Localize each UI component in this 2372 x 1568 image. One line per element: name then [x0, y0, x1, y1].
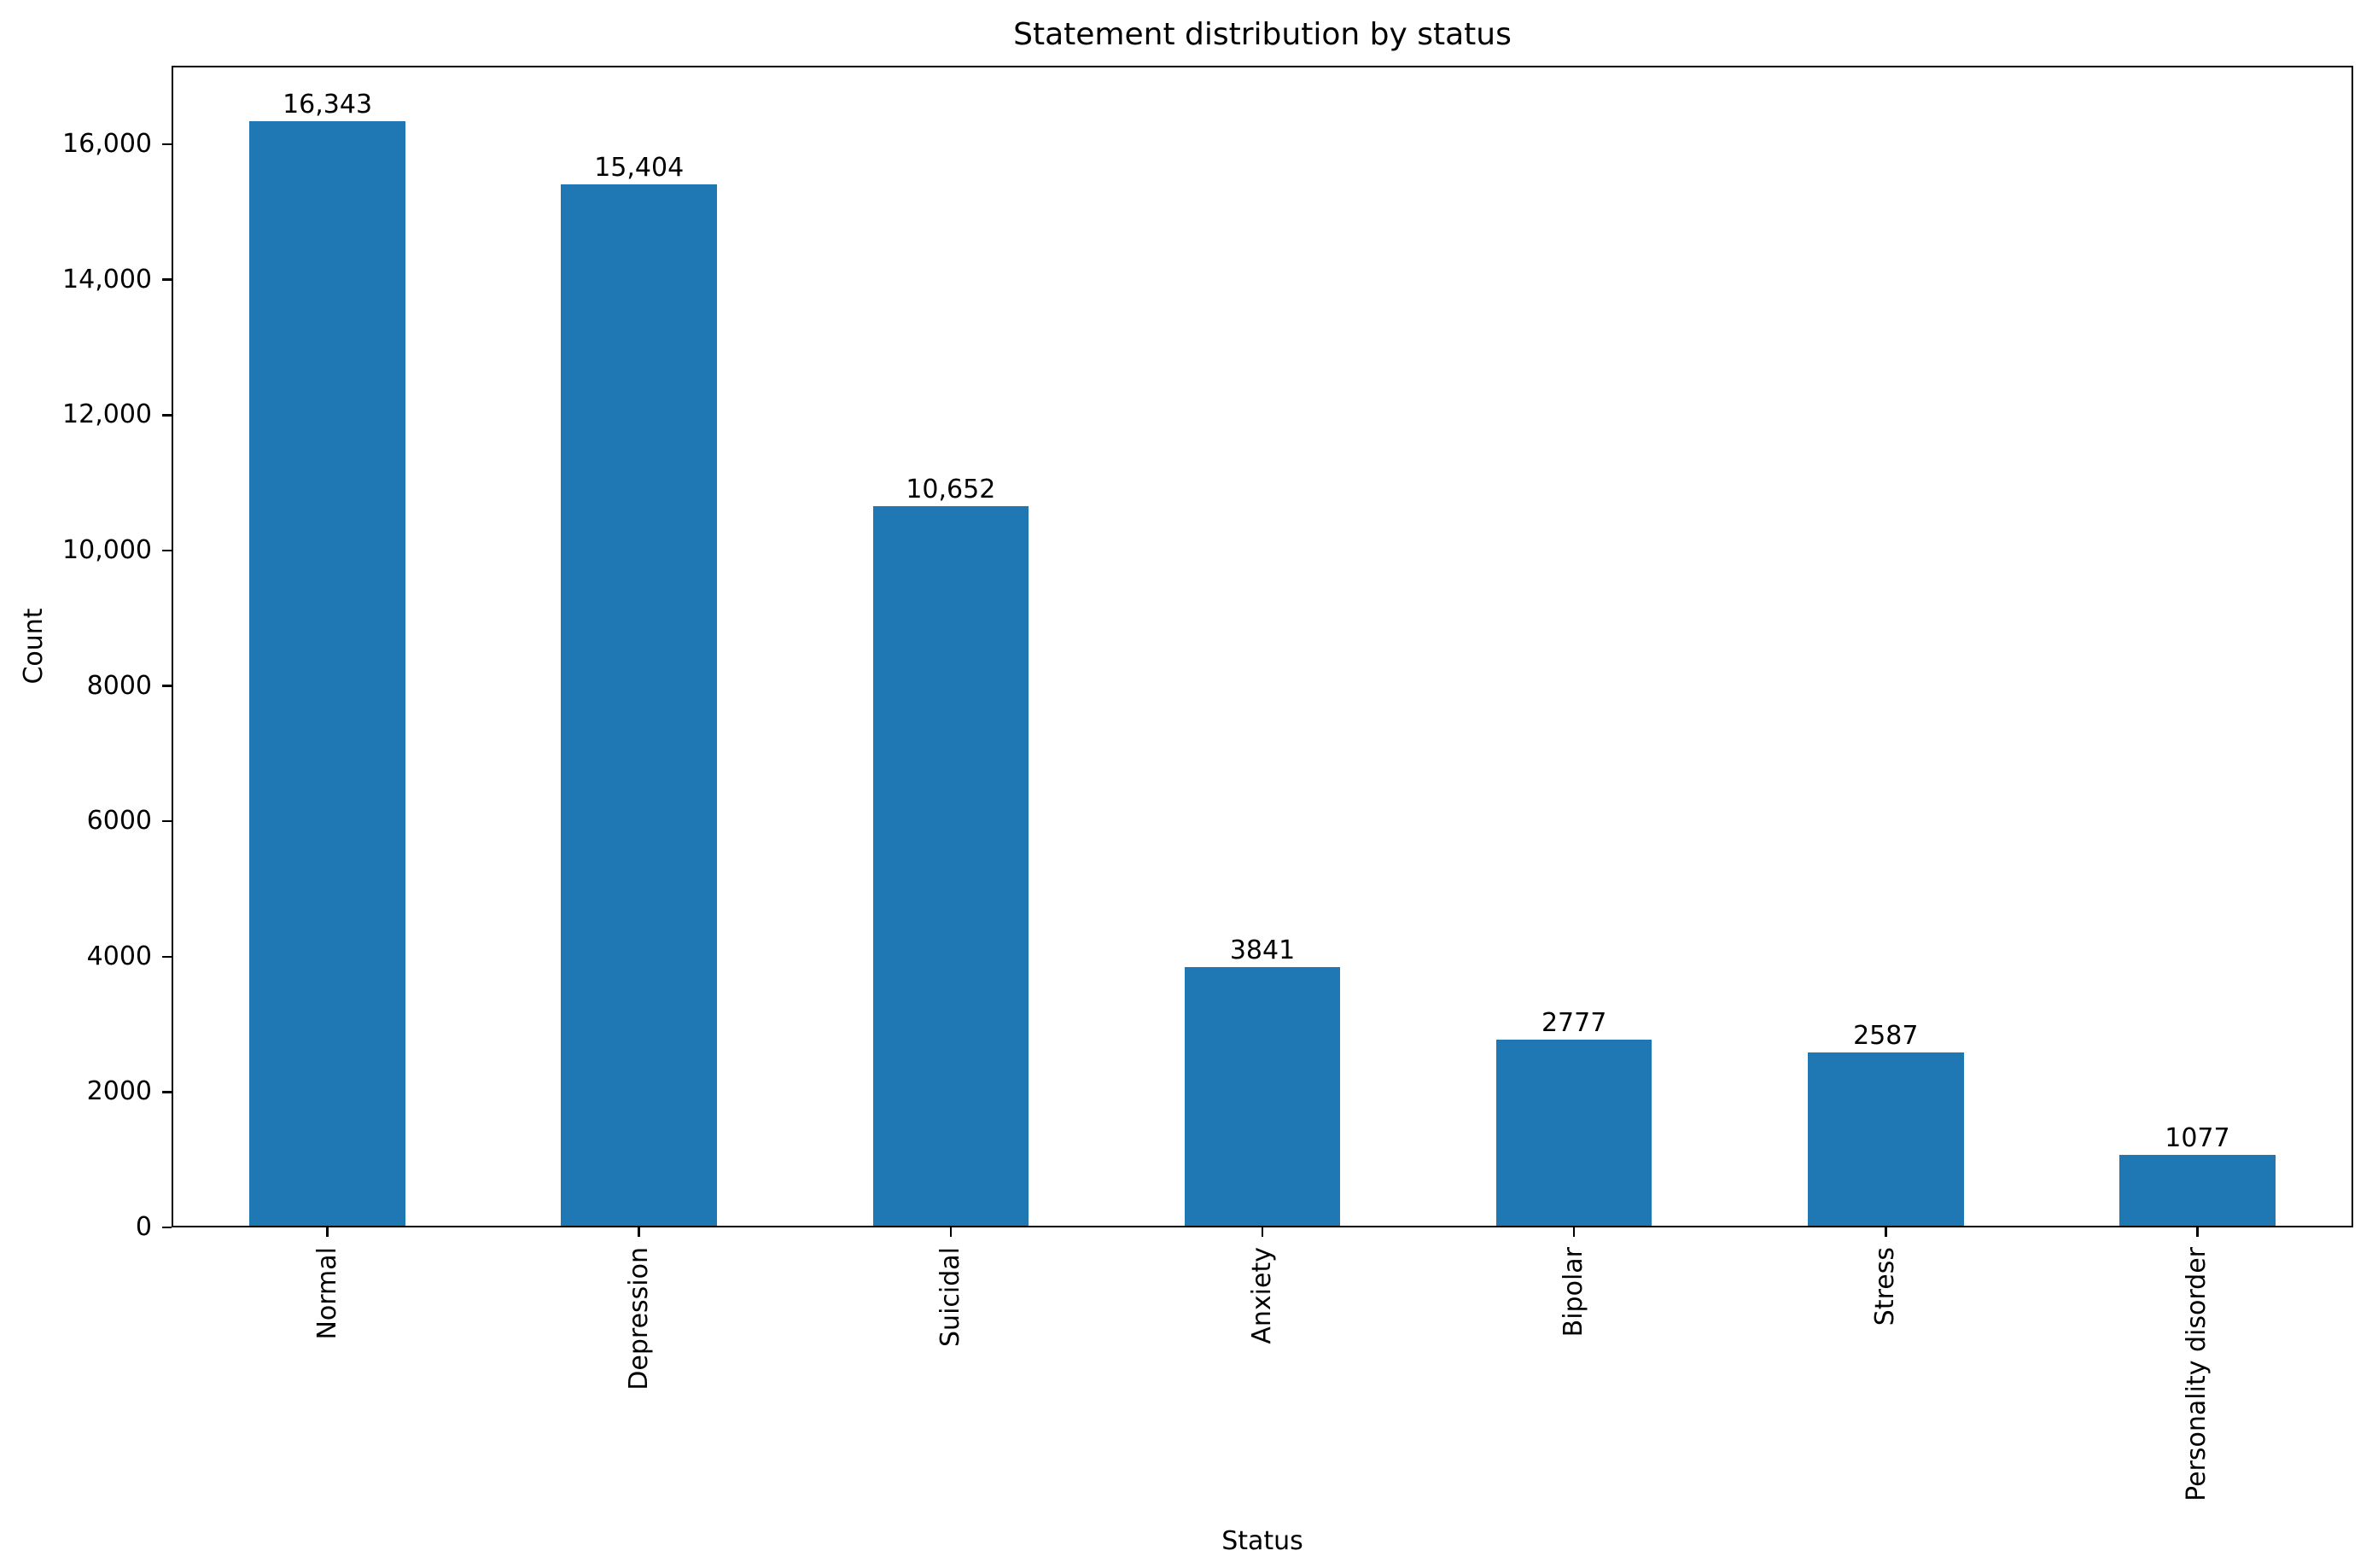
bar	[1184, 967, 1341, 1227]
bar-value-label: 15,404	[594, 153, 685, 184]
x-tick-label: Anxiety	[1247, 1247, 1277, 1344]
y-tick-label: 16,000	[62, 129, 152, 159]
bar	[1495, 1039, 1652, 1227]
chart-title: Statement distribution by status	[1013, 17, 1512, 52]
x-tick-label: Personality disorder	[2182, 1247, 2212, 1501]
y-tick-mark	[162, 143, 172, 146]
y-axis-label: Count	[19, 608, 49, 685]
bar	[1808, 1052, 1964, 1227]
x-tick-mark	[638, 1227, 640, 1237]
x-tick-mark	[2196, 1227, 2199, 1237]
y-tick-label: 0	[135, 1212, 152, 1242]
bar	[2119, 1154, 2276, 1227]
x-tick-label: Bipolar	[1559, 1247, 1589, 1338]
y-tick-mark	[162, 278, 172, 281]
bar-value-label: 2587	[1853, 1020, 1919, 1051]
y-tick-label: 8000	[86, 670, 152, 701]
bar	[561, 184, 717, 1227]
x-axis-label: Status	[1221, 1526, 1303, 1556]
bar-value-label: 1077	[2165, 1122, 2230, 1153]
y-tick-label: 10,000	[62, 534, 152, 565]
y-tick-mark	[162, 819, 172, 823]
bar-value-label: 3841	[1229, 936, 1296, 966]
y-tick-mark	[162, 1091, 172, 1093]
x-tick-mark	[1885, 1227, 1887, 1237]
bar	[249, 120, 405, 1227]
y-tick-mark	[162, 685, 172, 687]
x-tick-mark	[326, 1227, 329, 1237]
y-tick-label: 12,000	[62, 399, 152, 430]
x-tick-label: Suicidal	[935, 1247, 965, 1347]
x-tick-mark	[949, 1227, 953, 1237]
y-tick-label: 4000	[86, 941, 152, 971]
x-tick-label: Normal	[312, 1247, 342, 1340]
y-tick-label: 6000	[86, 806, 152, 836]
y-tick-mark	[162, 414, 172, 417]
x-tick-label: Stress	[1870, 1247, 1901, 1326]
y-tick-mark	[162, 1226, 172, 1229]
x-tick-label: Depression	[623, 1247, 654, 1390]
bar	[872, 506, 1029, 1227]
x-tick-mark	[1261, 1227, 1264, 1237]
y-tick-label: 14,000	[62, 264, 152, 294]
bar-value-label: 2777	[1541, 1007, 1607, 1038]
y-tick-mark	[162, 549, 172, 552]
x-tick-mark	[1572, 1227, 1576, 1237]
y-tick-mark	[162, 955, 172, 958]
bar-value-label: 10,652	[906, 475, 996, 505]
y-tick-label: 2000	[86, 1076, 152, 1107]
bar-value-label: 16,343	[283, 89, 373, 119]
